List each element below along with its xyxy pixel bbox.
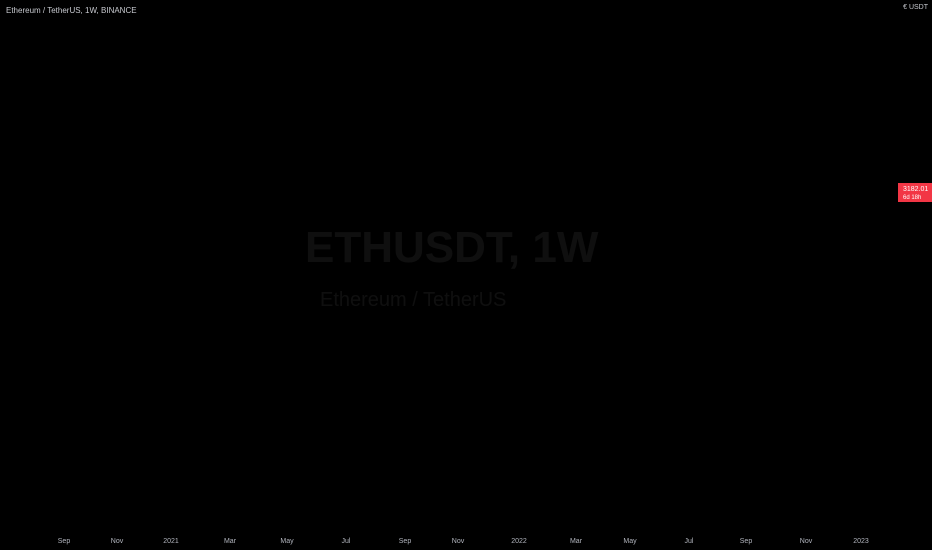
x-tick-3: Mar — [224, 538, 237, 545]
x-tick-12: Sep — [740, 538, 753, 545]
price-badge: 3182.01 6d 18h — [898, 183, 932, 202]
x-tick-13: Nov — [800, 538, 813, 545]
x-axis[interactable]: Sep Nov 2021 Mar May Jul Sep Nov 2022 Mar May Jul Se… — [58, 538, 869, 545]
x-tick-4: May — [280, 538, 294, 545]
x-tick-11: Jul — [685, 538, 694, 545]
x-tick-14: 2023 — [853, 538, 869, 545]
x-tick-6: Sep — [399, 538, 412, 545]
x-tick-5: Jul — [342, 538, 351, 545]
x-tick-2: 2021 — [163, 538, 179, 545]
watermark: ETHUSDT, 1W Ethereum / TetherUS — [305, 223, 599, 311]
x-tick-1: Nov — [111, 538, 124, 545]
x-tick-8: 2022 — [511, 538, 527, 545]
x-tick-10: May — [623, 538, 637, 545]
currency-icon: € — [903, 4, 909, 11]
currency-text: USDT — [908, 4, 928, 11]
price-badge-countdown: 6d 18h — [903, 195, 921, 201]
watermark-name: Ethereum / TetherUS — [320, 289, 506, 311]
currency-label[interactable]: € USDT — [903, 4, 928, 11]
chart-title: Ethereum / TetherUS, 1W, BINANCE — [6, 6, 137, 15]
price-badge-price: 3182.01 — [903, 186, 928, 193]
price-badge-bg — [898, 183, 932, 202]
x-tick-7: Nov — [452, 538, 465, 545]
watermark-symbol: ETHUSDT, 1W — [305, 223, 599, 272]
x-tick-0: Sep — [58, 538, 71, 545]
x-tick-9: Mar — [570, 538, 583, 545]
